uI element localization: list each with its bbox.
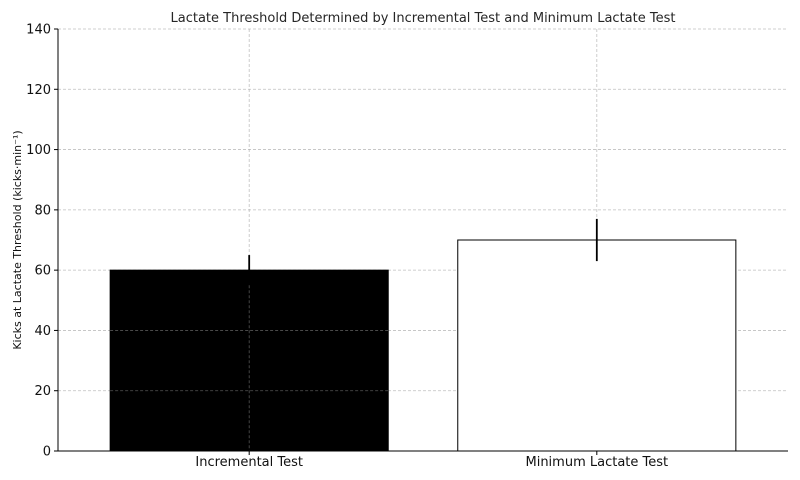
chart-title: Lactate Threshold Determined by Incremen… xyxy=(171,11,676,26)
y-tick-label: 100 xyxy=(26,143,51,158)
bar xyxy=(457,239,737,452)
y-tick-label: 0 xyxy=(43,445,51,460)
y-tick-label: 40 xyxy=(34,324,51,339)
bars xyxy=(109,218,737,452)
y-tick-label: 20 xyxy=(34,384,51,399)
x-tick-label: Minimum Lactate Test xyxy=(525,455,668,470)
y-tick-label: 120 xyxy=(26,83,51,98)
y-tick-label: 60 xyxy=(34,264,51,279)
y-tick-label: 140 xyxy=(26,23,51,38)
axes xyxy=(57,29,788,452)
y-tick-label: 80 xyxy=(34,203,51,218)
x-tick-label: Incremental Test xyxy=(195,455,303,470)
ticks: 0 20 40 60 80 100 120 140 Incremental Test Minimu… xyxy=(26,23,668,471)
y-axis-label: Kicks at Lactate Threshold (kicks·min⁻¹) xyxy=(11,130,24,349)
